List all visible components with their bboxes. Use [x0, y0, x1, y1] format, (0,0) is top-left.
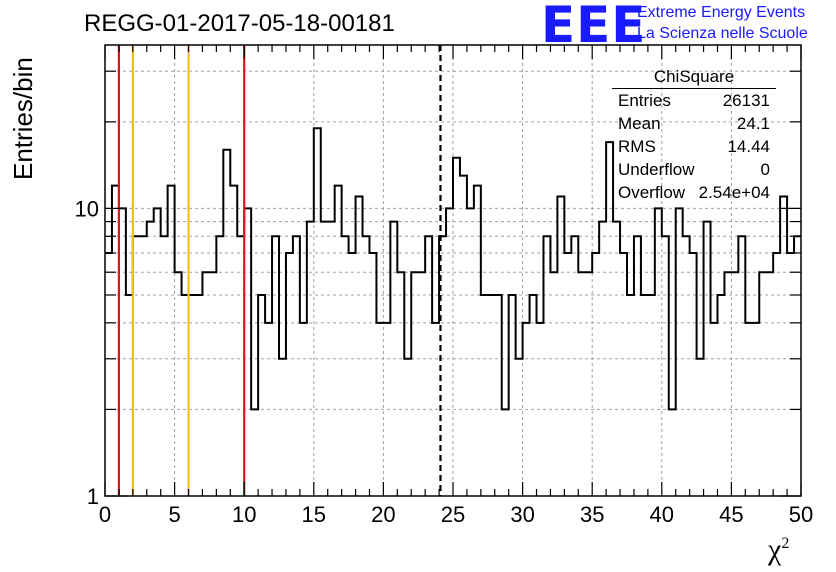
histogram-series: [105, 127, 801, 411]
x-tick-label: 20: [371, 502, 395, 527]
stats-key: Overflow: [618, 183, 686, 202]
logo-line-2: La Scienza nelle Scuole: [637, 25, 808, 42]
x-tick-label: 40: [650, 502, 674, 527]
x-tick-label: 35: [580, 502, 604, 527]
stats-key: RMS: [618, 137, 656, 156]
logo-line-1: Extreme Energy Events: [637, 4, 806, 21]
x-tick-label: 50: [789, 502, 813, 527]
stats-row: Overflow 2.54e+04: [612, 181, 776, 204]
stats-key: Underflow: [618, 160, 695, 179]
y-axis-label: Entries/bin: [8, 57, 38, 180]
stats-row: Entries 26131: [612, 89, 776, 112]
stats-value: 0: [760, 160, 770, 179]
stats-row: Underflow 0: [612, 158, 776, 181]
stats-key: Mean: [618, 114, 661, 133]
y-tick-label: 1: [87, 484, 99, 509]
y-tick-label: 10: [75, 196, 99, 221]
x-tick-label: 0: [99, 502, 111, 527]
x-tick-label: 45: [719, 502, 743, 527]
x-tick-label: 15: [302, 502, 326, 527]
eee-logo: EEE: [541, 0, 647, 54]
stats-value: 26131: [722, 91, 770, 110]
stats-value: 14.44: [727, 137, 770, 156]
stats-row: Mean 24.1: [612, 112, 776, 135]
stats-box: ChiSquare Entries 26131 Mean 24.1 RMS 14.44…: [612, 66, 776, 204]
stats-row: RMS 14.44: [612, 135, 776, 158]
stats-title: ChiSquare: [612, 66, 776, 89]
x-tick-label: 25: [441, 502, 465, 527]
x-tick-label: 10: [232, 502, 256, 527]
x-tick-label: 5: [168, 502, 180, 527]
chart-title: REGG-01-2017-05-18-00181: [84, 10, 395, 37]
stats-key: Entries: [618, 91, 671, 110]
x-axis-label: χ2: [768, 533, 790, 566]
x-tick-label: 30: [510, 502, 534, 527]
stats-value: 2.54e+04: [698, 183, 770, 202]
stats-value: 24.1: [736, 114, 770, 133]
